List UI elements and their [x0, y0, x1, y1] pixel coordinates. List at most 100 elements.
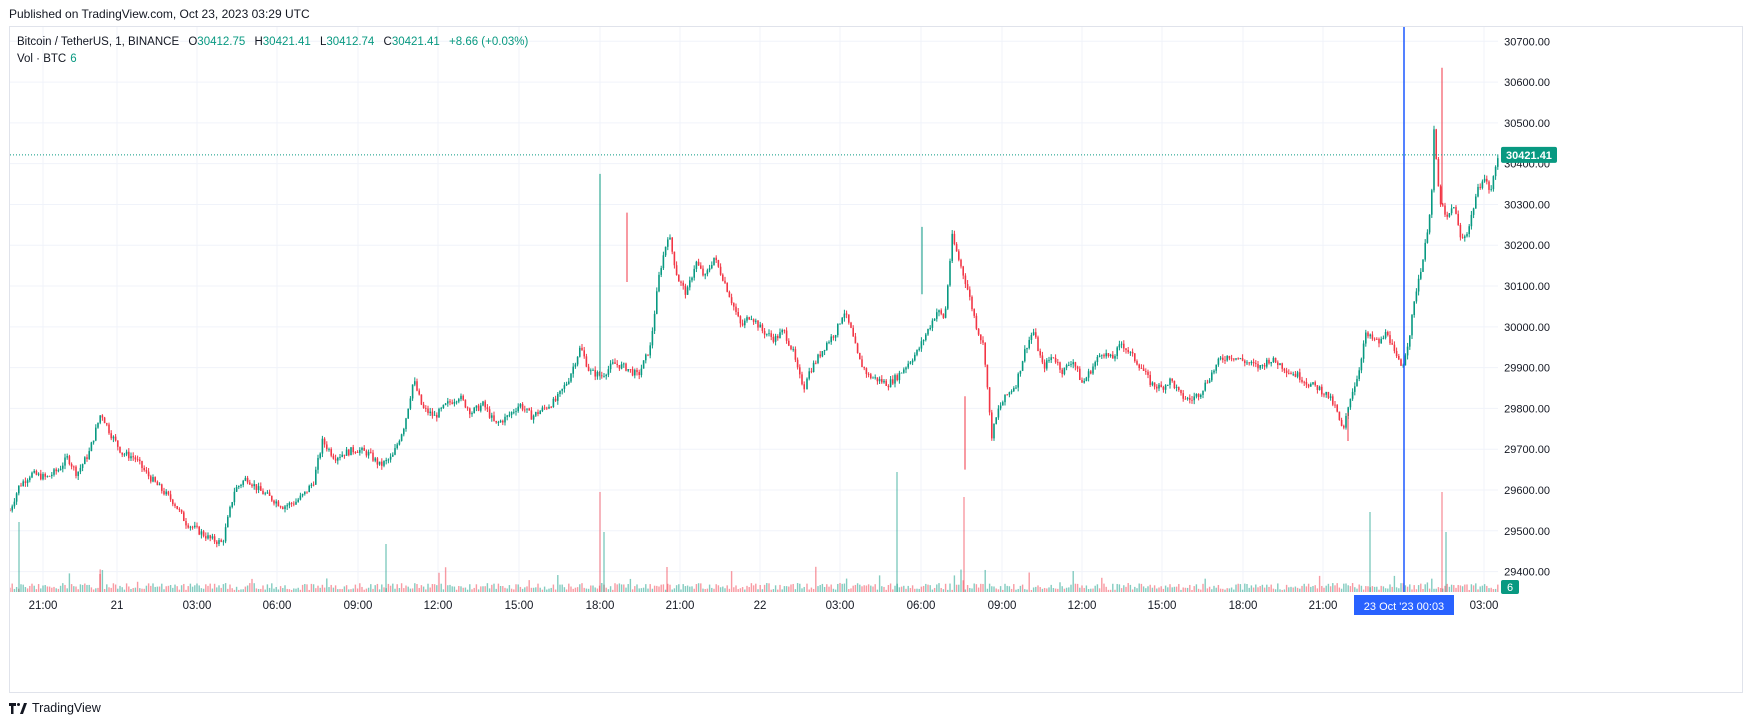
volume-bar	[832, 588, 835, 592]
volume-bar	[803, 586, 805, 592]
volume-bar	[429, 587, 431, 592]
volume-bar	[229, 584, 231, 592]
legend-volume-row: Vol · BTC 6	[17, 51, 528, 68]
x-tick-label: 22	[754, 600, 767, 612]
volume-bar	[620, 584, 623, 592]
legend-volume-value: 6	[70, 53, 77, 65]
candle-body	[1492, 176, 1495, 190]
volume-bar	[361, 586, 363, 592]
volume-bar	[1367, 586, 1369, 592]
volume-bar	[444, 567, 447, 592]
candle-body	[519, 404, 522, 407]
chart-frame[interactable]: 29400.00 29500.00 29600.00 29700.00 29800.00…	[9, 26, 1743, 693]
volume-bar	[693, 588, 695, 592]
candle-body	[35, 470, 38, 475]
candle-body	[471, 413, 473, 415]
volume-bar	[242, 589, 244, 592]
candle-body	[958, 251, 960, 260]
candle-body	[394, 448, 396, 455]
volume-bar	[1125, 586, 1127, 592]
volume-bar	[1435, 588, 1437, 592]
volume-bar	[1204, 578, 1206, 592]
volume-bar	[1325, 585, 1327, 592]
tradingview-logo[interactable]: TradingView	[9, 701, 101, 715]
volume-bar	[44, 585, 46, 592]
candle-body	[114, 436, 117, 441]
candle-body	[1442, 204, 1444, 206]
candle-body	[1059, 362, 1061, 370]
volume-bar	[343, 586, 346, 592]
volume-bar	[938, 583, 940, 592]
volume-bar	[1442, 588, 1444, 592]
volume-bar	[370, 584, 372, 592]
candle-body	[332, 455, 335, 459]
volume-bar	[134, 587, 137, 592]
candle-body	[167, 491, 170, 495]
candle-body	[1145, 370, 1147, 372]
volume-bar	[1481, 585, 1484, 592]
volume-bar	[579, 584, 581, 592]
candle-body	[26, 480, 29, 483]
volume-bar	[667, 583, 669, 592]
candle-body	[150, 476, 152, 482]
candle-body	[169, 494, 172, 500]
candle-body	[1228, 356, 1231, 359]
volume-bar	[449, 584, 451, 592]
volume-bar	[1226, 588, 1228, 592]
volume-bar	[1292, 587, 1294, 592]
volume-bar	[530, 587, 533, 592]
candle-body	[887, 385, 890, 388]
candle-body	[1054, 357, 1057, 363]
candle-body	[561, 388, 563, 391]
chart-canvas[interactable]: 29400.00 29500.00 29600.00 29700.00 29800.00…	[10, 27, 1744, 694]
volume-bar	[931, 589, 934, 592]
volume-bar	[231, 588, 233, 592]
volume-bar	[1312, 586, 1314, 592]
candle-body	[1162, 387, 1165, 390]
volume-bar	[205, 584, 207, 592]
y-tick-label: 30100.00	[1504, 281, 1550, 293]
volume-bar	[1039, 587, 1041, 592]
legend-volume-label[interactable]: Vol · BTC	[17, 53, 67, 65]
candle-body	[658, 274, 660, 292]
candle-body	[1479, 186, 1481, 188]
candle-body	[1382, 337, 1385, 339]
legend-ohlc-row: Bitcoin / TetherUS, 1, BINANCE O30412.75…	[17, 34, 528, 51]
candle-body	[1052, 357, 1055, 359]
volume-bar	[1175, 586, 1178, 592]
volume-bar	[711, 587, 713, 592]
volume-bar	[859, 584, 861, 592]
candle-body	[176, 506, 178, 510]
volume-bar	[1431, 578, 1433, 592]
volume-bar	[367, 587, 370, 592]
candle-body	[832, 336, 835, 338]
candle-body	[1358, 370, 1360, 379]
volume-bar	[326, 578, 328, 592]
candle-body	[42, 474, 44, 480]
candle-body	[403, 428, 405, 435]
candle-body	[491, 415, 493, 418]
volume-bar	[719, 587, 722, 592]
volume-bar	[1008, 586, 1011, 592]
volume-bar	[878, 575, 881, 592]
volume-bar	[420, 585, 423, 592]
candle-body	[51, 474, 53, 476]
volume-bar	[1098, 588, 1101, 592]
candle-body	[11, 506, 13, 511]
candle-body	[328, 449, 330, 450]
candle-body	[1140, 368, 1143, 369]
volume-bar	[345, 585, 348, 592]
legend-symbol[interactable]: Bitcoin / TetherUS, 1, BINANCE	[17, 36, 180, 48]
candle-body	[220, 540, 222, 542]
candle-body	[1178, 387, 1180, 390]
volume-bar	[246, 585, 249, 592]
volume-bar	[596, 588, 599, 592]
candle-body	[290, 502, 293, 504]
candle-body	[29, 477, 31, 481]
volume-bar	[460, 586, 462, 592]
candle-body	[1019, 370, 1022, 374]
volume-bar	[70, 584, 73, 592]
candle-body	[1239, 358, 1242, 359]
volume-bar	[110, 587, 112, 592]
volume-bar	[1373, 586, 1376, 592]
